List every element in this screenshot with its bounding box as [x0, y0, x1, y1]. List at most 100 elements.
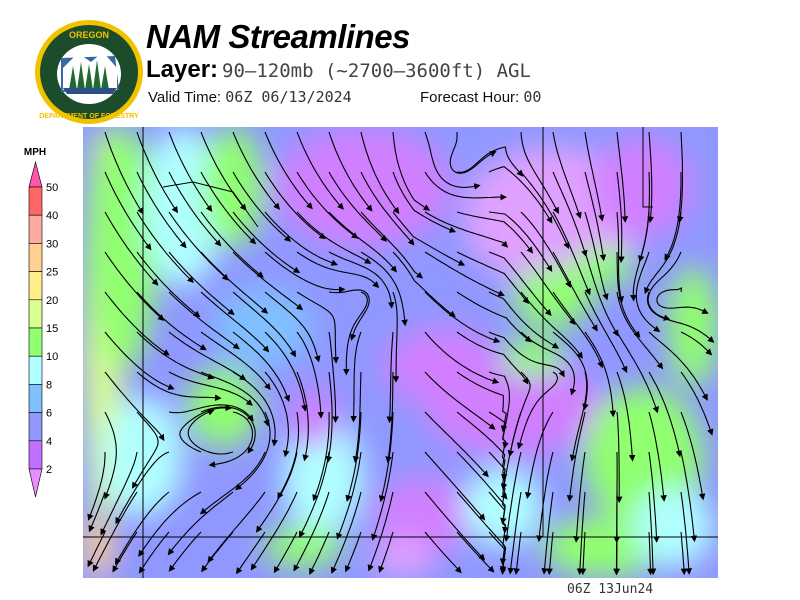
- streamline: [680, 531, 688, 576]
- streamline: [552, 331, 589, 411]
- streamline: [264, 251, 346, 293]
- streamline: [87, 452, 106, 521]
- streamline: [232, 211, 301, 274]
- streamline: [616, 331, 659, 414]
- streamline: [232, 171, 292, 242]
- streamline: [647, 131, 654, 224]
- streamline: [350, 331, 362, 423]
- streamline: [296, 331, 325, 419]
- valid-time: Valid Time: 06Z 06/13/2024: [148, 88, 352, 106]
- wind-speed-region: [543, 517, 663, 577]
- streamline: [378, 531, 394, 573]
- streamline: [680, 451, 698, 543]
- streamline: [168, 531, 202, 572]
- streamline: [264, 371, 290, 458]
- streamline: [456, 411, 508, 481]
- streamline: [328, 131, 373, 212]
- streamline: [296, 211, 372, 264]
- streamline: [424, 171, 507, 201]
- svg-text:DEPARTMENT OF FORESTRY: DEPARTMENT OF FORESTRY: [39, 113, 139, 120]
- streamline: [208, 411, 254, 468]
- streamline: [456, 291, 532, 343]
- streamline: [104, 131, 144, 215]
- streamline: [573, 451, 586, 543]
- streamline: [424, 251, 505, 297]
- streamline: [115, 451, 170, 525]
- streamlines: [87, 131, 715, 576]
- streamline: [584, 131, 605, 222]
- streamline: [168, 291, 240, 350]
- streamline: [328, 289, 370, 341]
- streamline: [296, 171, 359, 239]
- streamline: [516, 371, 559, 450]
- streamline: [103, 411, 117, 500]
- forecast-hour-label: Forecast Hour:: [420, 89, 520, 106]
- streamline: [360, 131, 400, 215]
- streamline: [264, 171, 326, 240]
- streamline: [199, 451, 266, 515]
- streamline: [277, 411, 300, 500]
- streamline: [345, 411, 362, 502]
- streamline: [104, 371, 165, 442]
- streamline: [235, 411, 271, 491]
- legend-label: 10: [46, 351, 58, 363]
- legend-unit: MPH: [24, 147, 46, 158]
- streamline: [168, 131, 213, 212]
- streamline: [552, 211, 591, 296]
- streamline: [264, 331, 308, 412]
- streamline: [392, 171, 457, 233]
- streamline: [264, 131, 313, 210]
- streamline: [293, 491, 330, 572]
- state-borders: [83, 127, 718, 578]
- legend-label: 2: [46, 464, 52, 476]
- streamline: [456, 251, 530, 304]
- streamline: [200, 371, 270, 427]
- streamline: [386, 331, 394, 424]
- streamline: [503, 451, 522, 542]
- streamline: [344, 531, 362, 573]
- streamline: [136, 171, 187, 249]
- legend-arrow-min: [28, 468, 43, 498]
- streamline: [179, 404, 233, 453]
- streamline: [136, 331, 215, 380]
- streamline: [424, 491, 486, 561]
- legend-swatch: [28, 299, 43, 329]
- map-timestamp: 06Z 13Jun24: [567, 582, 654, 597]
- streamline: [456, 371, 508, 433]
- wind-speed-region: [88, 127, 158, 367]
- streamline: [92, 491, 138, 572]
- streamline: [371, 451, 394, 541]
- streamline: [207, 491, 266, 563]
- streamline: [424, 291, 501, 344]
- streamline: [456, 211, 534, 254]
- legend-label: 4: [46, 436, 52, 448]
- legend-swatch: [28, 355, 43, 385]
- streamline: [104, 251, 165, 322]
- streamline: [104, 291, 170, 356]
- streamline: [566, 411, 586, 502]
- streamline: [424, 331, 500, 384]
- wind-speed-region: [503, 337, 563, 377]
- legend-label: 6: [46, 408, 52, 420]
- streamline: [507, 491, 522, 575]
- streamline: [520, 251, 576, 326]
- streamline: [328, 171, 388, 242]
- streamline: [616, 171, 625, 264]
- streamline: [647, 251, 682, 321]
- forecast-hour: Forecast Hour: 00: [420, 88, 541, 106]
- streamline: [136, 251, 201, 318]
- legend-swatch: [28, 327, 43, 357]
- streamline: [264, 211, 338, 266]
- wind-speed-region: [633, 487, 713, 567]
- streamline: [616, 131, 629, 223]
- streamline: [615, 411, 623, 504]
- streamline: [584, 291, 628, 373]
- legend-label: 8: [46, 379, 52, 391]
- streamline: [296, 131, 344, 210]
- streamline: [87, 531, 106, 568]
- streamline: [616, 291, 664, 370]
- streamline: [232, 291, 296, 358]
- streamline: [424, 371, 496, 430]
- streamline: [136, 211, 194, 284]
- legend-swatch: [28, 271, 43, 301]
